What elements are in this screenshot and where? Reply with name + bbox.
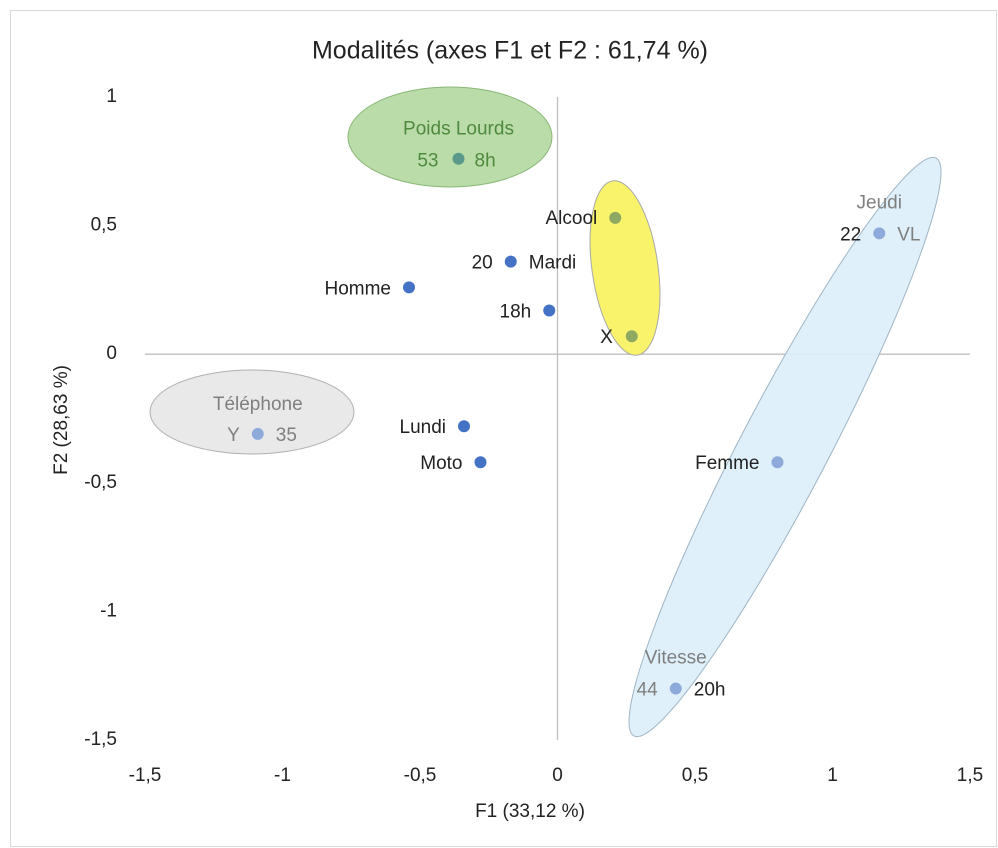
point — [609, 211, 622, 224]
point-label: Vitesse — [645, 648, 707, 669]
x-tick-label: 1 — [827, 765, 838, 786]
point — [458, 420, 470, 433]
points: Poids Lourds 53 8h Alcool X Jeudi 22 VL 20 Mardi H… — [213, 119, 921, 701]
y-axis-title: F2 (28,63 %) — [51, 365, 72, 475]
x-tick-label: 1,5 — [957, 765, 983, 786]
x-tick-label: 0 — [552, 765, 563, 786]
point-label: Moto — [420, 453, 462, 474]
point — [474, 456, 487, 469]
x-tick-label: -1 — [274, 765, 291, 786]
y-tick-label: -1 — [100, 600, 117, 621]
point — [403, 281, 415, 294]
point-label: 20 — [472, 253, 493, 274]
point — [625, 330, 638, 343]
group-ellipse — [149, 369, 355, 455]
y-tick-label: 0 — [106, 343, 117, 364]
point-label: 8h — [475, 151, 496, 172]
y-tick-label: -0,5 — [84, 472, 117, 493]
point-label: 44 — [637, 680, 659, 701]
point — [669, 682, 682, 695]
point-label: 22 — [840, 224, 861, 245]
point-label: VL — [897, 224, 920, 245]
point-label: Téléphone — [213, 394, 303, 415]
point-label: 35 — [276, 425, 297, 446]
point — [452, 152, 465, 165]
y-tick-label: 0,5 — [91, 215, 117, 236]
point-label: Homme — [324, 278, 391, 299]
x-tick-label: -1,5 — [129, 765, 162, 786]
groupings — [149, 86, 942, 738]
point-label: X — [600, 327, 613, 348]
chart-title: Modalités (axes F1 et F2 : 61,74 %) — [312, 37, 708, 65]
point — [251, 427, 264, 440]
point-label: Mardi — [529, 253, 577, 274]
x-tick-label: -0,5 — [404, 765, 437, 786]
group-ellipse — [628, 156, 942, 738]
point-label: 18h — [500, 301, 532, 322]
point — [543, 304, 556, 317]
y-tick-label: 1 — [106, 86, 117, 107]
group-ellipse — [589, 180, 661, 356]
y-tick-label: -1,5 — [84, 729, 117, 750]
point — [873, 227, 886, 240]
point-label: 20h — [694, 680, 726, 701]
x-axis-title: F1 (33,12 %) — [475, 801, 585, 822]
x-tick-label: 0,5 — [682, 765, 708, 786]
point-label: Alcool — [546, 208, 598, 229]
point — [504, 255, 517, 268]
point-label: Poids Lourds — [403, 119, 514, 140]
point — [771, 456, 784, 469]
point-label: Femme — [695, 453, 759, 474]
point-label: Lundi — [400, 417, 447, 438]
point-label: Y — [227, 425, 240, 446]
point-label: Jeudi — [857, 192, 902, 213]
point-label: 53 — [417, 151, 438, 172]
group-ellipse — [347, 86, 553, 188]
